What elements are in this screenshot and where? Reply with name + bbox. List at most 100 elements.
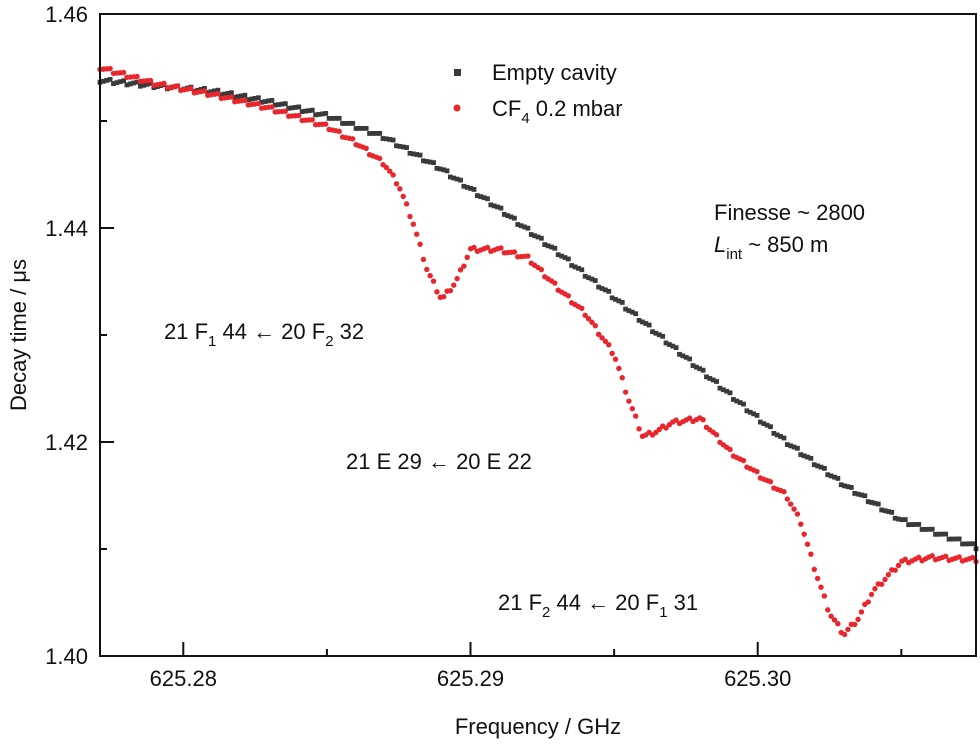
- data-point: [953, 536, 959, 542]
- data-point: [943, 531, 949, 537]
- data-point: [383, 136, 389, 142]
- data-point: [825, 607, 831, 613]
- data-point: [815, 463, 821, 469]
- y-axis-label: Decay time / μs: [6, 259, 31, 411]
- data-point: [397, 143, 403, 149]
- data-point: [417, 152, 423, 158]
- data-point: [293, 104, 298, 110]
- data-point: [239, 93, 244, 99]
- data-point: [912, 522, 918, 527]
- data-point: [387, 168, 393, 174]
- data-point: [545, 243, 551, 249]
- data-point: [434, 165, 440, 171]
- data-point: [629, 309, 635, 315]
- data-point: [148, 80, 153, 86]
- data-point: [333, 115, 339, 121]
- data-point: [700, 416, 706, 423]
- data-point: [127, 81, 133, 87]
- data-point: [831, 617, 838, 623]
- data-point: [942, 553, 949, 560]
- data-point: [929, 526, 935, 532]
- data-point: [740, 457, 747, 464]
- data-point: [640, 319, 645, 325]
- data-point: [653, 330, 659, 336]
- data-point: [673, 417, 679, 423]
- data-point: [926, 526, 932, 532]
- data-point: [781, 489, 787, 495]
- data-point: [616, 298, 622, 304]
- data-point: [720, 387, 726, 393]
- legend-label: Empty cavity: [492, 60, 617, 85]
- data-point: [269, 104, 275, 110]
- data-point: [939, 531, 945, 537]
- annotation: 21 E 29 ← 20 E 22: [346, 449, 532, 474]
- data-point: [437, 166, 443, 172]
- data-point: [104, 77, 110, 83]
- data-point: [434, 289, 440, 295]
- annotation: Finesse ~ 2800: [714, 200, 865, 225]
- data-point: [747, 409, 753, 415]
- data-point: [144, 81, 150, 87]
- data-point: [403, 201, 410, 207]
- data-point: [215, 87, 221, 93]
- data-point: [872, 586, 878, 592]
- data-point: [390, 137, 396, 143]
- data-point: [609, 350, 615, 357]
- x-tick-label: 625.30: [724, 666, 791, 691]
- data-point: [596, 284, 602, 290]
- data-point: [885, 571, 892, 578]
- data-point: [259, 99, 265, 105]
- data-point: [538, 235, 544, 241]
- data-point: [828, 613, 834, 619]
- data-point: [525, 225, 531, 231]
- data-point: [562, 255, 568, 260]
- data-point: [946, 536, 952, 542]
- data-point: [923, 526, 928, 532]
- data-point: [761, 421, 767, 427]
- data-point: [595, 331, 602, 337]
- data-point: [218, 92, 224, 98]
- data-point: [774, 432, 780, 438]
- data-point: [821, 593, 828, 599]
- data-point: [619, 300, 625, 305]
- data-point: [572, 264, 578, 270]
- data-point: [383, 164, 390, 171]
- data-point: [858, 609, 865, 615]
- data-point: [363, 125, 369, 131]
- data-point: [787, 501, 794, 507]
- data-point: [138, 83, 143, 89]
- data-point: [629, 405, 636, 412]
- data-point: [582, 312, 588, 319]
- data-point: [255, 100, 262, 107]
- data-point: [120, 69, 127, 76]
- data-point: [781, 435, 787, 441]
- y-tick-label: 1.42: [45, 430, 88, 455]
- data-point: [417, 241, 423, 247]
- data-point: [420, 256, 427, 263]
- data-point: [474, 193, 480, 198]
- data-point: [444, 168, 450, 174]
- data-point: [852, 490, 858, 496]
- data-point: [569, 263, 575, 268]
- data-point: [249, 96, 255, 102]
- data-point: [734, 398, 740, 404]
- data-point: [491, 203, 497, 209]
- data-point: [478, 194, 484, 200]
- annotation: 21 F2 44 ← 20 F1 31: [498, 590, 698, 621]
- data-point: [710, 377, 716, 383]
- data-point: [188, 85, 194, 92]
- data-point: [606, 342, 612, 348]
- legend-marker: [453, 104, 461, 112]
- data-point: [609, 295, 615, 301]
- data-point: [713, 432, 720, 438]
- data-point: [865, 499, 871, 505]
- data-point: [670, 343, 676, 349]
- data-point: [717, 385, 723, 391]
- data-point: [121, 78, 126, 84]
- data-point: [495, 204, 500, 210]
- data-point: [376, 155, 383, 162]
- data-point: [602, 287, 608, 293]
- data-point: [616, 365, 622, 372]
- data-point: [902, 556, 908, 563]
- data-point: [633, 413, 639, 419]
